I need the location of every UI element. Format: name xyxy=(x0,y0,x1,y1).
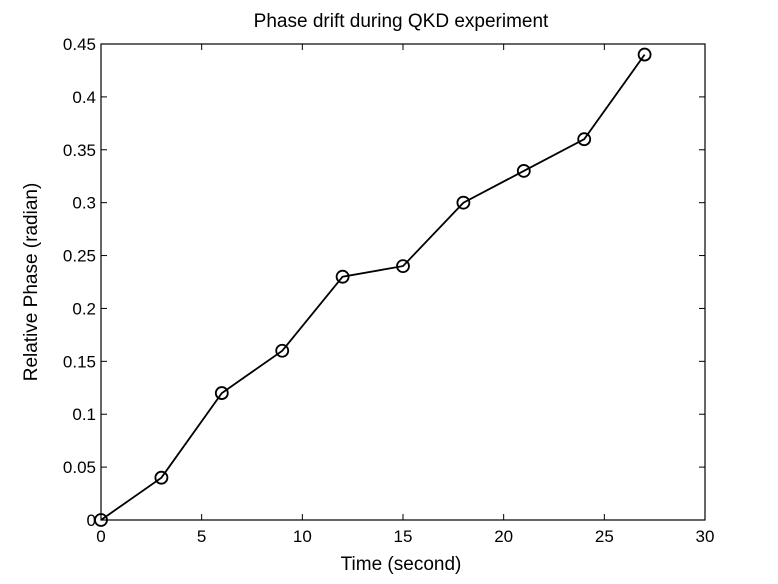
data-point-marker xyxy=(154,470,169,485)
x-tick-label: 10 xyxy=(293,527,312,546)
y-tick-label: 0.25 xyxy=(63,247,96,266)
y-tick-label: 0.45 xyxy=(63,35,96,54)
y-axis-ticks: 0 0.05 0.1 0.15 0.2 0.25 0.3 0.35 0.4 0.45 xyxy=(63,35,705,530)
y-tick-label: 0.2 xyxy=(72,299,96,318)
x-tick-label: 0 xyxy=(96,527,105,546)
data-point-marker xyxy=(456,195,471,210)
chart-title: Phase drift during QKD experiment xyxy=(254,11,549,32)
x-axis-label: Time (second) xyxy=(341,554,462,575)
y-tick-label: 0.4 xyxy=(72,88,96,107)
x-tick-label: 30 xyxy=(696,527,715,546)
x-tick-label: 5 xyxy=(197,527,206,546)
data-point-marker xyxy=(94,513,108,527)
y-tick-label: 0.15 xyxy=(63,352,96,371)
y-tick-label: 0 xyxy=(87,511,96,530)
data-point-marker xyxy=(637,47,652,62)
plot-area xyxy=(100,43,706,521)
data-point-marker xyxy=(214,386,229,400)
y-tick-label: 0.35 xyxy=(63,141,96,160)
data-point-marker xyxy=(275,343,290,358)
x-tick-label: 15 xyxy=(394,527,413,546)
series-layer xyxy=(94,47,652,527)
y-tick-label: 0.1 xyxy=(72,405,96,424)
data-point-marker xyxy=(335,269,350,284)
data-point-marker xyxy=(396,259,410,274)
x-tick-label: 25 xyxy=(595,527,614,546)
y-axis-label: Relative Phase (radian) xyxy=(21,183,42,382)
series-line xyxy=(100,54,646,521)
y-tick-label: 0.3 xyxy=(72,194,96,213)
y-tick-label: 0.05 xyxy=(63,458,96,477)
x-tick-label: 20 xyxy=(494,527,513,546)
data-point-marker xyxy=(577,132,592,147)
data-point-marker xyxy=(516,164,531,178)
x-axis-ticks: 0 5 10 15 20 25 30 xyxy=(96,44,714,546)
